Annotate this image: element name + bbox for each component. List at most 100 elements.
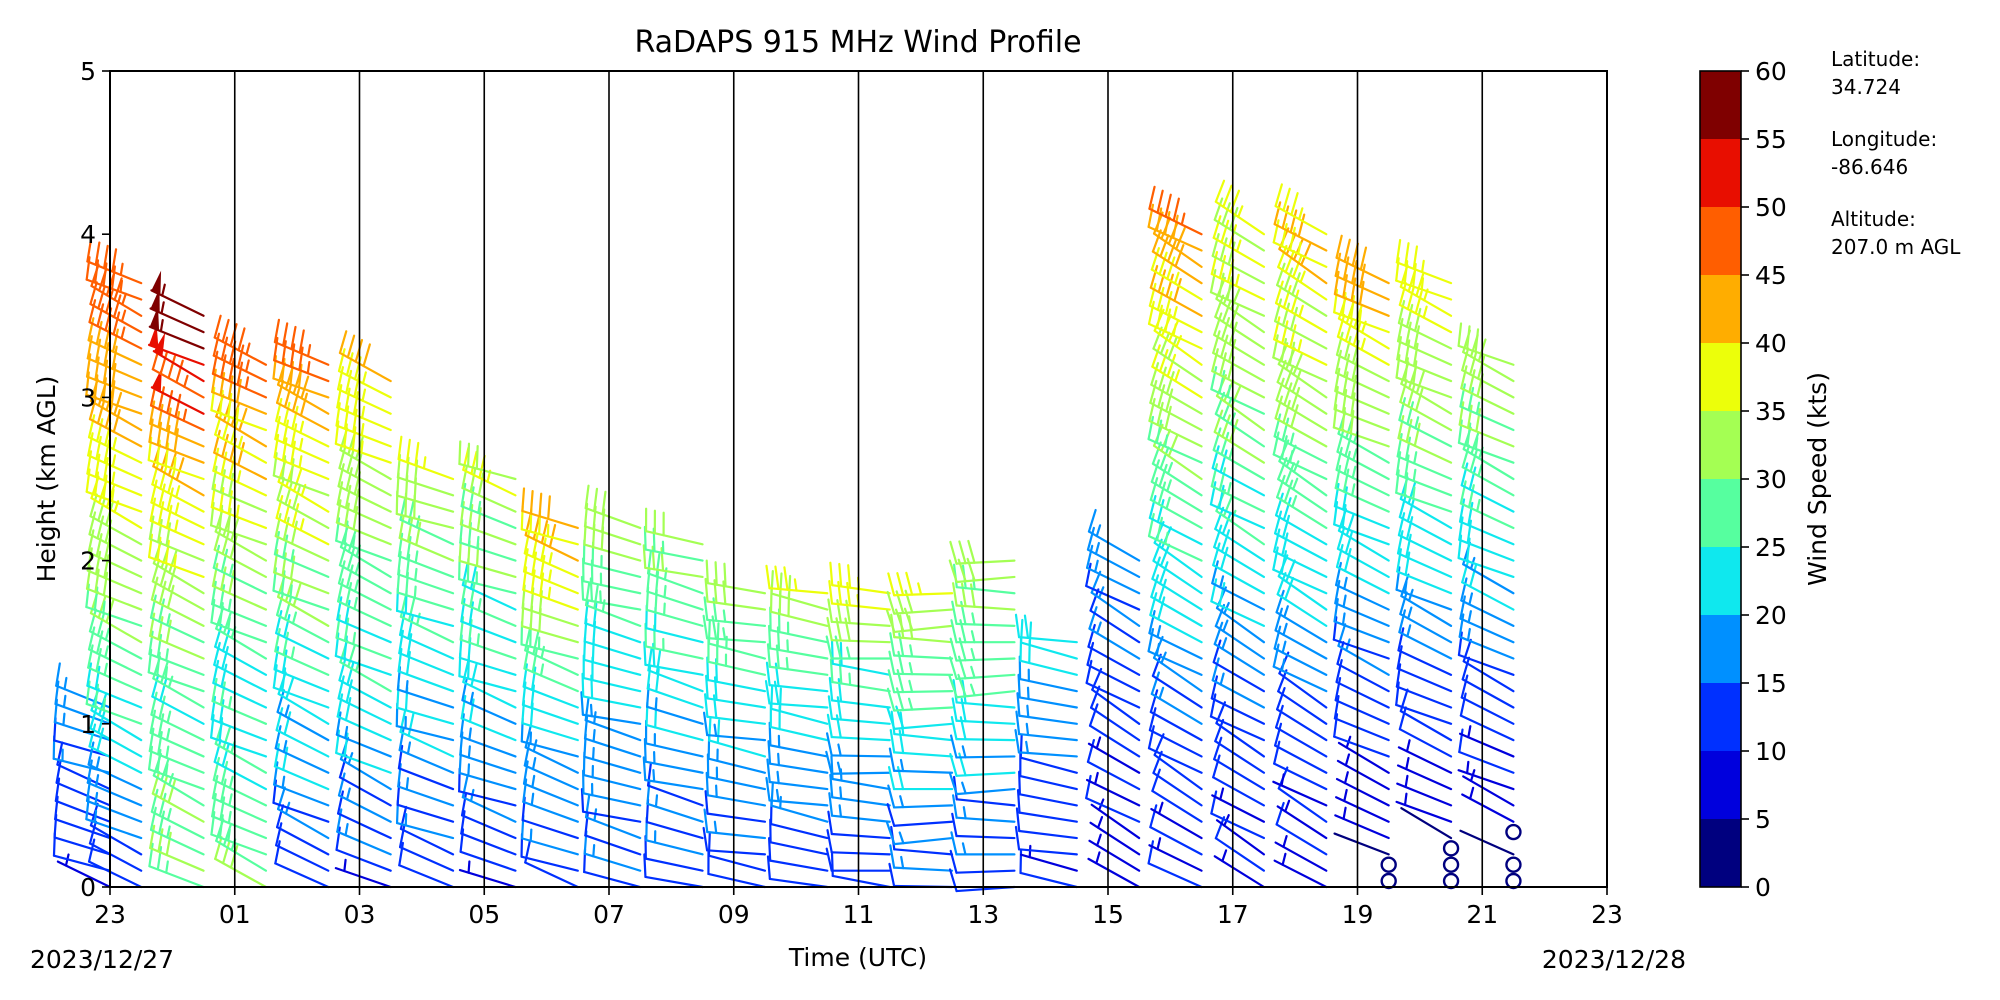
wind-barb [830, 852, 891, 889]
wind-barb [1211, 657, 1266, 709]
wind-barb [398, 514, 455, 562]
wind-barb [886, 803, 954, 827]
wind-barb [1087, 736, 1141, 774]
wind-barb [1335, 771, 1390, 807]
wind-barb [1274, 510, 1328, 562]
wind-barb [1397, 627, 1453, 676]
wind-barb [88, 723, 143, 774]
wind-barb [86, 238, 143, 285]
wind-barb [336, 596, 392, 644]
wind-barb [1148, 610, 1203, 660]
wind-barb [702, 711, 767, 742]
wind-barb [335, 711, 392, 758]
wind-barb [524, 512, 579, 562]
wind-barb [1151, 653, 1203, 709]
wind-barb [85, 565, 143, 611]
y-tick-label-1: 1 [80, 710, 96, 739]
wind-barb [1336, 526, 1390, 579]
x-tick-label-9: 17 [1217, 900, 1249, 929]
wind-barb [150, 691, 205, 742]
x-tick-label-10: 19 [1342, 900, 1374, 929]
wind-barb [1272, 773, 1328, 807]
wind-barb [1086, 738, 1141, 791]
x-tick-label-12: 23 [1591, 900, 1623, 929]
wind-barb [1019, 618, 1078, 660]
wind-barb [1150, 671, 1203, 725]
wind-barb [210, 483, 268, 530]
wind-barb [949, 734, 1016, 759]
wind-barb [276, 379, 330, 432]
wind-barb [458, 860, 517, 889]
wind-barb [1276, 799, 1328, 840]
wind-barb [770, 569, 829, 611]
wind-barb [1209, 481, 1266, 530]
wind-barb [521, 487, 579, 530]
wind-barb [707, 832, 767, 872]
wind-barb [213, 641, 268, 693]
wind-barb [886, 589, 954, 615]
wind-barb [520, 505, 579, 546]
wind-barb [1396, 433, 1453, 481]
wind-barb [1272, 643, 1328, 693]
wind-barb [212, 756, 268, 807]
y-tick-label-0: 0 [80, 873, 96, 902]
wind-barb [523, 645, 579, 693]
colorbar-tick-label-11: 55 [1755, 125, 1787, 154]
wind-barb [1211, 787, 1266, 823]
wind-barb [1399, 591, 1453, 644]
wind-barb [397, 550, 455, 595]
wind-barb [1087, 508, 1141, 562]
wind-barb [1380, 872, 1397, 890]
wind-barb [335, 614, 392, 660]
wind-barb [276, 477, 330, 530]
colorbar-tick-label-6: 30 [1755, 465, 1787, 494]
wind-barb [1148, 494, 1203, 546]
wind-barb [1396, 774, 1453, 807]
wind-barb [1459, 480, 1515, 530]
wind-barb [1150, 574, 1203, 627]
wind-barb [87, 838, 143, 889]
wind-barb [1398, 397, 1453, 448]
colorbar-ticks: 0 5 10 15 20 25 30 35 40 45 50 55 60 [1741, 57, 1787, 902]
wind-barb [1019, 844, 1078, 872]
wind-barb [1214, 816, 1266, 872]
wind-barb [274, 415, 330, 464]
wind-barb [1334, 676, 1390, 725]
wind-barb [148, 630, 205, 676]
colorbar-segment-5 [1700, 479, 1741, 547]
wind-barb [334, 420, 392, 464]
wind-barb [889, 844, 954, 872]
wind-barb [276, 592, 330, 644]
wind-barb [54, 777, 112, 823]
wind-barb [1397, 512, 1453, 562]
wind-barb [1150, 247, 1203, 301]
wind-barb [1334, 367, 1390, 415]
wind-barb [398, 726, 455, 774]
wind-barb [1212, 754, 1266, 807]
wind-barb [828, 792, 891, 823]
wind-barb [275, 397, 330, 448]
wind-barb [211, 580, 268, 627]
wind-barb [1149, 804, 1203, 856]
wind-barb [1334, 252, 1390, 301]
wind-barb [149, 594, 205, 644]
wind-barb [88, 820, 143, 872]
colorbar-segment-11 [1700, 71, 1741, 139]
y-tick-label-4: 4 [80, 220, 96, 249]
wind-barb [1460, 365, 1515, 415]
wind-barb [335, 402, 392, 448]
wind-barb [397, 744, 455, 791]
x-tick-label-3: 05 [468, 900, 500, 929]
wind-barb [398, 841, 455, 889]
wind-barb [1213, 621, 1266, 676]
wind-barb [580, 691, 642, 725]
wind-barb [1275, 589, 1328, 644]
wind-barb [888, 747, 954, 774]
wind-barb [212, 659, 268, 709]
wind-barb [1461, 444, 1515, 497]
colorbar-tick-label-12: 60 [1755, 57, 1787, 86]
wind-barb [1395, 451, 1453, 497]
x-tick-label-5: 09 [718, 900, 750, 929]
wind-barb [149, 612, 205, 660]
x-axis-ticks: 23 01 03 05 07 09 11 13 15 17 19 21 23 [94, 887, 1623, 929]
